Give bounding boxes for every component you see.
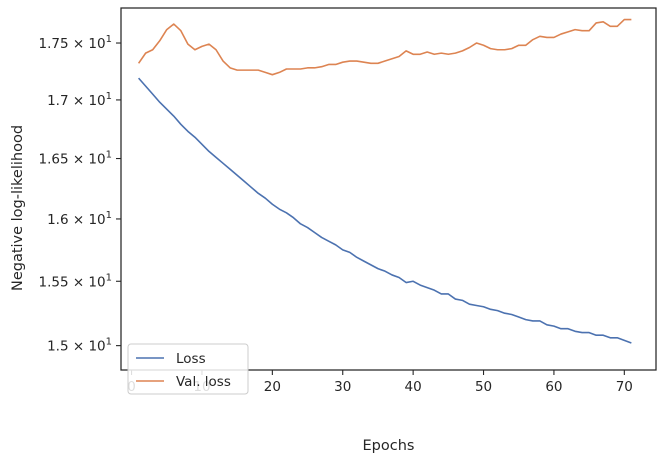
x-tick-label: 50 [475, 379, 492, 395]
x-tick-label: 40 [405, 379, 422, 395]
y-tick-label: 1.5 × 101 [47, 337, 112, 355]
y-axis-label: Negative log-likelihood [10, 125, 26, 291]
y-axis-ticks: 1.5 × 101 1.55 × 101 1.6 × 101 1.65 × 101 1.… [38, 34, 121, 355]
x-tick-label: 30 [334, 379, 351, 395]
x-axis-label: Epochs [363, 438, 415, 454]
series-layer [137, 18, 632, 344]
x-tick-label: 20 [264, 379, 281, 395]
x-tick-label: 70 [616, 379, 633, 395]
y-tick-label: 1.55 × 101 [38, 272, 112, 290]
legend-label-loss: Loss [176, 351, 206, 367]
x-tick-label: 60 [545, 379, 562, 395]
y-tick-label: 1.6 × 101 [47, 210, 112, 228]
y-tick-label: 1.65 × 101 [38, 150, 112, 168]
legend: Loss Val. loss [127, 343, 249, 395]
series-line-val-loss [137, 18, 632, 76]
y-tick-label: 1.7 × 101 [47, 91, 112, 109]
series-line-loss [137, 77, 632, 344]
legend-label-val-loss: Val. loss [176, 374, 231, 390]
plot-frame [120, 7, 657, 371]
y-tick-label: 1.75 × 101 [38, 34, 112, 52]
